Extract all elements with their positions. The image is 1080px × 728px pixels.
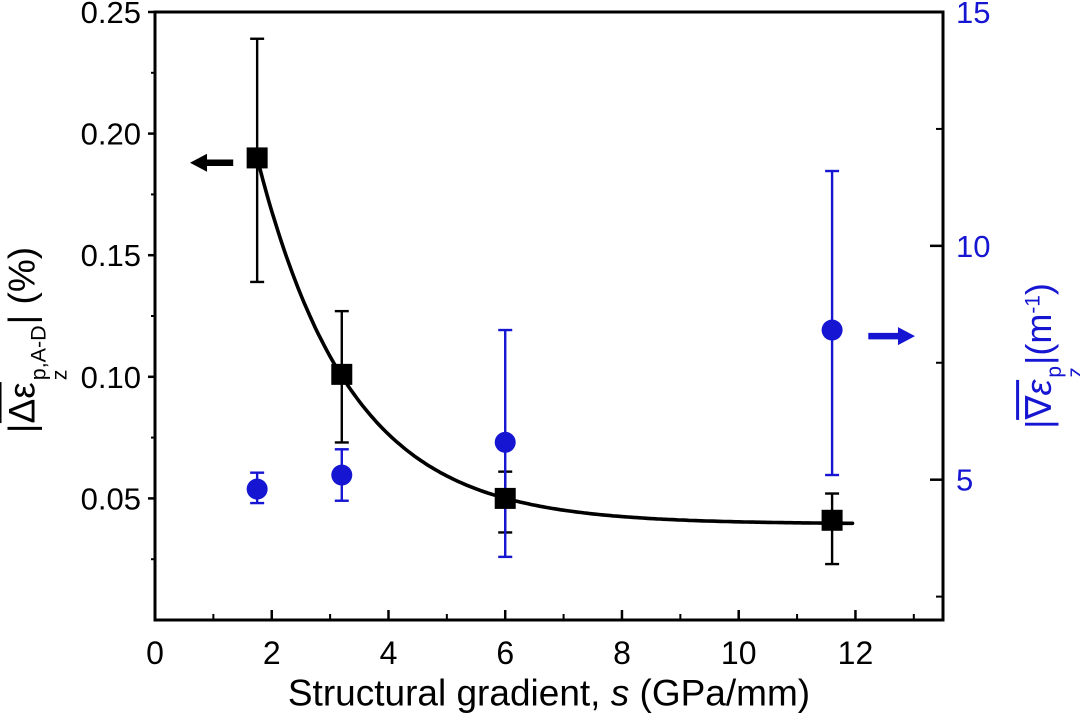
- left-label-superscript: p,A-D: [26, 325, 51, 381]
- right-label-subsup: pz: [1043, 366, 1080, 378]
- left-tick-label: 0.15: [81, 238, 141, 273]
- black-square-marker: [246, 147, 268, 169]
- right-label-superscript: p: [1043, 366, 1067, 378]
- blue-circle-marker: [246, 478, 268, 500]
- black-square-marker: [821, 509, 843, 531]
- left-tick-label: 0.25: [81, 0, 141, 30]
- left-tick-label: 0.05: [81, 481, 141, 516]
- black-square-marker: [331, 363, 353, 385]
- blue-circle-marker: [331, 464, 353, 486]
- right-axis-arrow-head: [897, 327, 915, 346]
- x-tick-label: 4: [380, 635, 398, 671]
- x-tick-label: 0: [146, 635, 164, 671]
- nabla-symbol: ∇: [1018, 395, 1060, 420]
- right-tick-label: 15: [956, 0, 990, 30]
- left-y-axis-label: |Δε p,A-D z | (%): [0, 246, 72, 434]
- x-label-prefix: Structural gradient,: [287, 672, 611, 714]
- right-tick-label: 10: [956, 229, 990, 264]
- left-tick-label: 0.20: [81, 117, 141, 152]
- x-tick-label: 10: [721, 635, 757, 671]
- blue-circle-marker: [494, 431, 516, 453]
- x-axis-label: Structural gradient, s (GPa/mm): [288, 675, 810, 712]
- black-square-marker: [494, 487, 516, 509]
- right-label-unit-close: ): [1018, 283, 1060, 296]
- blue-circle-marker: [821, 319, 843, 341]
- right-y-axis-label: |∇εpz|(m-1): [1016, 283, 1080, 429]
- right-tick-label: 5: [956, 463, 973, 498]
- x-label-variable: s: [610, 672, 630, 714]
- x-label-suffix: (GPa/mm): [629, 672, 811, 714]
- left-tick-label: 0.10: [81, 360, 141, 395]
- left-label-subsup: p,A-D z: [26, 325, 71, 381]
- right-label-unit-open: (m: [1018, 313, 1060, 356]
- left-label-open-bar: |: [1, 423, 43, 434]
- fit-curve: [255, 156, 855, 526]
- left-label-close-bar: |: [1, 314, 43, 325]
- left-label-subscript: z: [47, 369, 72, 381]
- epsilon-symbol: ε: [1018, 379, 1060, 396]
- right-label-overline-term: ∇ε: [1016, 379, 1060, 420]
- x-tick-label: 8: [613, 635, 631, 671]
- x-tick-label: 2: [263, 635, 281, 671]
- x-tick-label: 6: [496, 635, 514, 671]
- x-tick-label: 12: [838, 635, 874, 671]
- left-label-overline-term: Δε: [0, 382, 43, 424]
- right-label-unit-exponent: -1: [1021, 295, 1045, 314]
- left-label-unit: (%): [1, 246, 43, 315]
- right-label-subscript: z: [1064, 366, 1080, 377]
- right-label-open-bar: |: [1018, 419, 1060, 429]
- left-axis-arrow-head: [190, 153, 208, 172]
- right-label-close-bar: |: [1018, 355, 1060, 365]
